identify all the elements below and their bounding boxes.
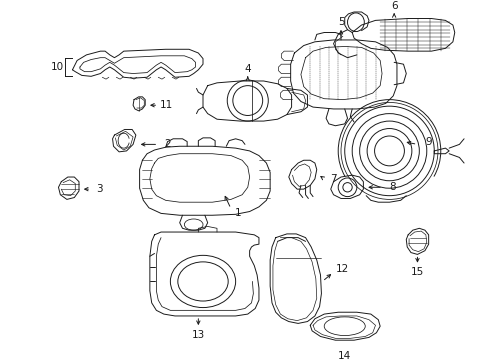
Text: 3: 3 bbox=[96, 184, 102, 194]
Text: 15: 15 bbox=[410, 267, 423, 277]
Text: 14: 14 bbox=[337, 351, 351, 360]
Text: 6: 6 bbox=[390, 1, 397, 12]
Text: 5: 5 bbox=[337, 17, 344, 27]
Text: 7: 7 bbox=[329, 174, 336, 184]
Text: 11: 11 bbox=[160, 100, 173, 110]
Text: 10: 10 bbox=[51, 62, 64, 72]
Text: 12: 12 bbox=[336, 264, 349, 274]
Text: 1: 1 bbox=[235, 208, 241, 219]
Text: 13: 13 bbox=[191, 330, 204, 339]
Text: 4: 4 bbox=[244, 64, 250, 74]
Text: 2: 2 bbox=[164, 139, 170, 149]
Text: 9: 9 bbox=[425, 136, 431, 147]
Text: 8: 8 bbox=[388, 182, 395, 192]
